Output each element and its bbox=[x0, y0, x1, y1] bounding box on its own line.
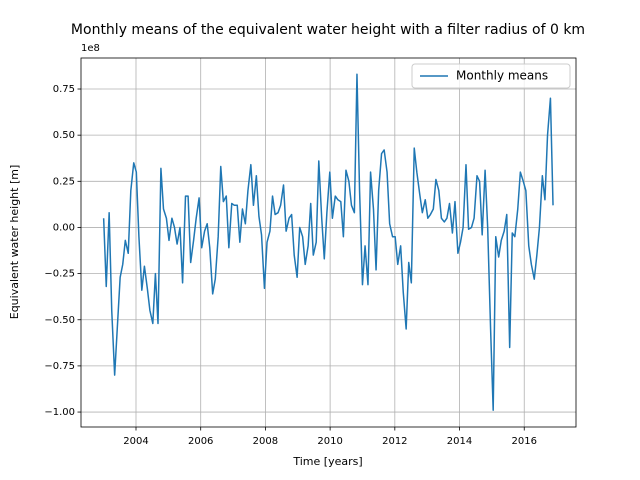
y-tick-label: 0.50 bbox=[53, 130, 75, 141]
x-tick-label: 2014 bbox=[447, 436, 472, 447]
y-tick-label: 0.00 bbox=[53, 222, 75, 233]
y-axis-label: Equivalent water height [m] bbox=[8, 165, 21, 320]
y-tick-label: 0.25 bbox=[53, 176, 75, 187]
legend-label: Monthly means bbox=[456, 69, 548, 83]
legend: Monthly means bbox=[411, 63, 571, 89]
x-tick-label: 2006 bbox=[188, 436, 213, 447]
x-tick-label: 2012 bbox=[382, 436, 407, 447]
x-tick-label: 2010 bbox=[317, 436, 342, 447]
chart-title: Monthly means of the equivalent water he… bbox=[71, 22, 585, 38]
legend-box bbox=[411, 63, 571, 89]
plot-frame bbox=[80, 57, 577, 428]
x-tick-label: 2016 bbox=[512, 436, 537, 447]
y-tick-label: −0.25 bbox=[44, 269, 75, 280]
y-tick-label: −1.00 bbox=[44, 407, 75, 418]
y-tick-label: −0.50 bbox=[44, 315, 75, 326]
data-line bbox=[102, 73, 554, 411]
x-axis-label: Time [years] bbox=[292, 455, 362, 468]
y-tick-label: 0.75 bbox=[53, 84, 75, 95]
x-tick-label: 2008 bbox=[253, 436, 278, 447]
y-tick-label: −0.75 bbox=[44, 361, 75, 372]
x-tick-label: 2004 bbox=[123, 436, 148, 447]
y-offset-label: 1e8 bbox=[81, 43, 100, 54]
